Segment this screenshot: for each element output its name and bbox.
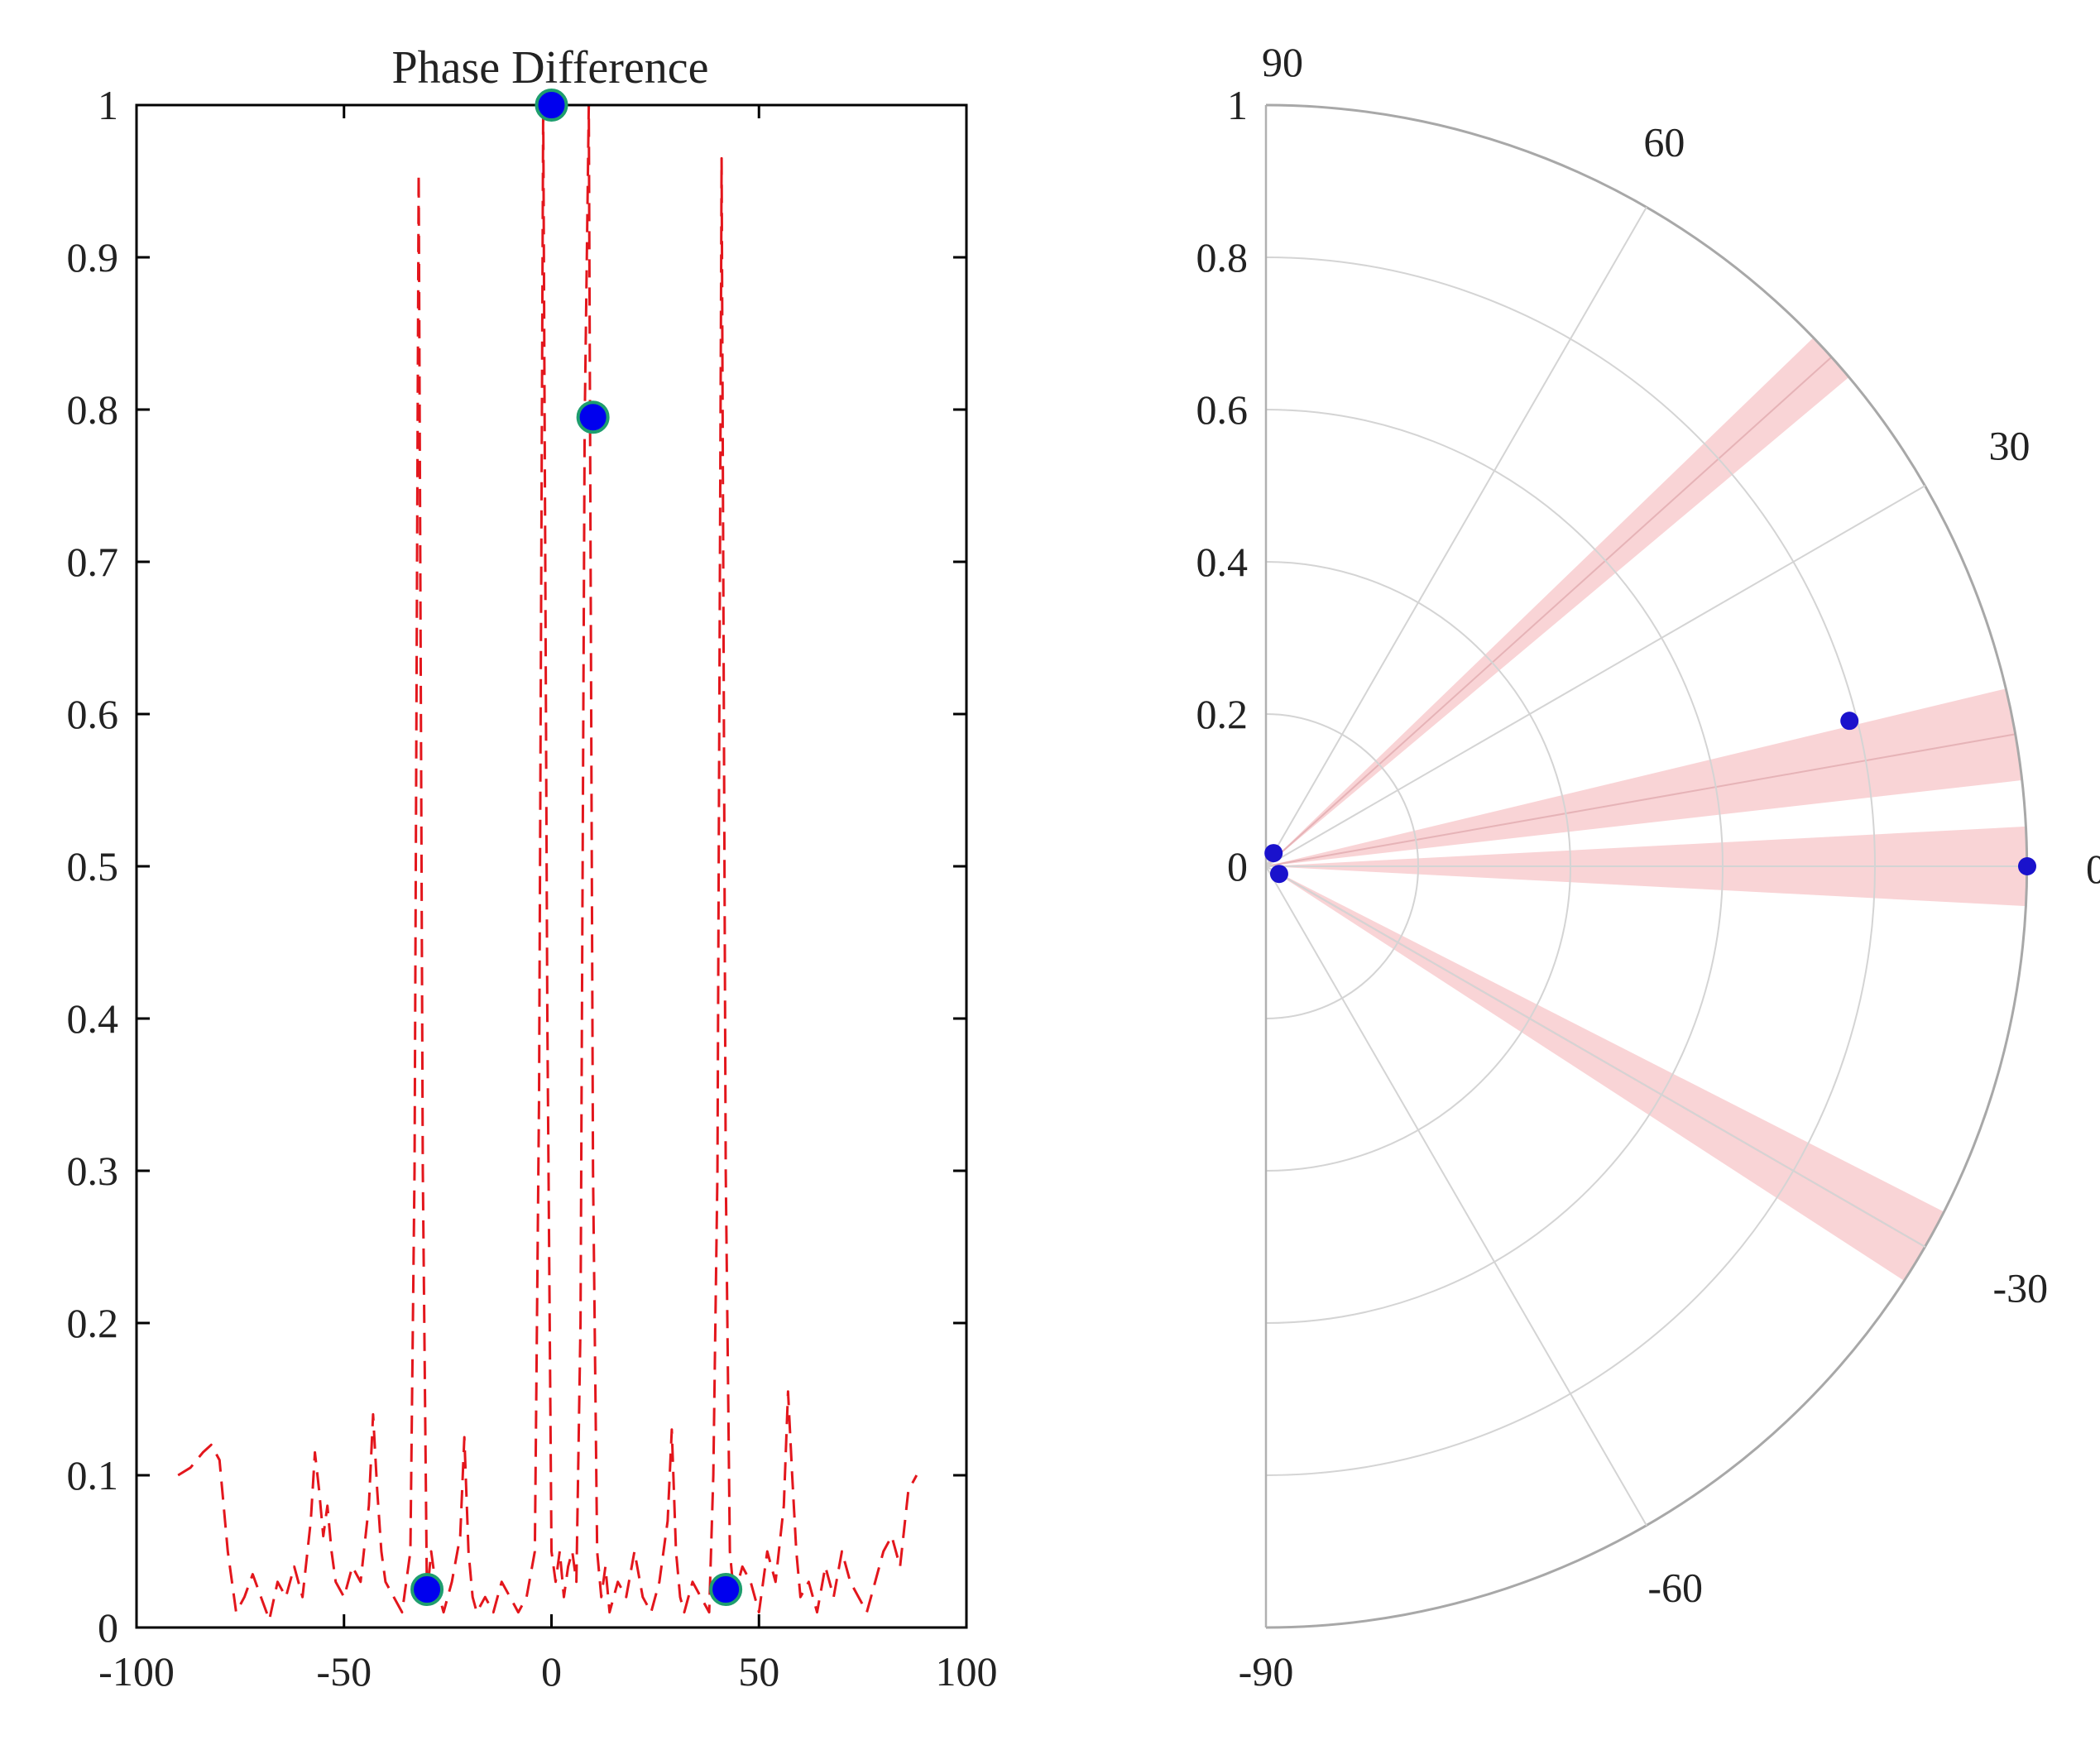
angle-tick-label: 60: [1643, 119, 1685, 165]
y-tick-label: 0.5: [67, 843, 119, 889]
polar-point: [1264, 844, 1283, 863]
radius-tick-label: 0.2: [1196, 691, 1249, 737]
grid-spoke: [1265, 865, 1926, 1248]
polar-point: [1269, 865, 1288, 884]
y-tick-label: 1: [98, 82, 118, 128]
y-tick-label: 0.9: [67, 234, 119, 280]
x-tick-label: 50: [738, 1648, 779, 1695]
tick-labels: 0 0.1 0.2 0.3 0.4 0.5 0.6 0.7 0.8 0.9 1 -100 -50 0 50 1…: [67, 82, 998, 1695]
y-tick-label: 0: [98, 1604, 118, 1651]
angle-tick-label: 90: [1262, 39, 1303, 85]
polar-points: [1264, 712, 2036, 884]
radius-tick-label: 0.4: [1196, 539, 1249, 585]
y-tick-label: 0.8: [67, 386, 119, 433]
grid-spoke: [1265, 206, 1647, 867]
x-tick-label: -50: [316, 1648, 372, 1695]
peak-markers: [410, 89, 743, 1606]
angle-tick-label: -90: [1239, 1648, 1294, 1695]
chart-title: Phase Difference: [391, 42, 708, 93]
y-tick-label: 0.2: [67, 1300, 119, 1346]
beam-wedge: [1266, 866, 1944, 1282]
peak-marker: [410, 1573, 444, 1606]
polar-chart: 90 60 30 0 -30 -60 -90 1 0.8 0.6 0.4 0.2 0: [1196, 39, 2100, 1695]
angle-tick-label: -60: [1647, 1564, 1703, 1610]
angle-tick-label: -30: [1992, 1264, 2048, 1311]
peak-marker: [709, 1573, 743, 1606]
spectrum-line: [177, 103, 918, 1622]
peak-marker: [576, 400, 610, 434]
x-tick-label: 100: [936, 1648, 998, 1695]
y-tick-label: 0.4: [67, 995, 119, 1042]
polar-point: [1840, 712, 1859, 731]
angle-tick-label: 0: [2086, 846, 2100, 892]
series-layer: [177, 103, 918, 1622]
radius-tick-label: 0.6: [1196, 386, 1249, 433]
grid-spoke: [1265, 865, 1647, 1527]
y-tick-label: 0.6: [67, 691, 119, 737]
peak-marker: [535, 89, 568, 122]
radius-tick-label: 1: [1227, 82, 1248, 128]
y-tick-label: 0.3: [67, 1148, 119, 1194]
x-tick-label: -100: [98, 1648, 175, 1695]
phase-difference-chart: Phase Difference 00.10.20.30.40.50.60.70…: [67, 42, 998, 1695]
polar-labels: 90 60 30 0 -30 -60 -90 1 0.8 0.6 0.4 0.2 0: [1196, 39, 2100, 1695]
beam-center-line: [1265, 356, 1833, 867]
y-tick-label: 0.7: [67, 539, 119, 585]
polar-point: [2018, 857, 2036, 875]
grid-spoke: [1265, 485, 1926, 867]
radius-tick-label: 0.8: [1196, 234, 1249, 280]
radius-tick-label: 0: [1227, 843, 1248, 889]
beam-wedge: [1266, 688, 2023, 866]
beam-center-line: [1265, 733, 2016, 867]
angle-tick-label: 30: [1988, 423, 2030, 469]
x-tick-label: 0: [541, 1648, 562, 1695]
y-tick-label: 0.1: [67, 1452, 119, 1498]
